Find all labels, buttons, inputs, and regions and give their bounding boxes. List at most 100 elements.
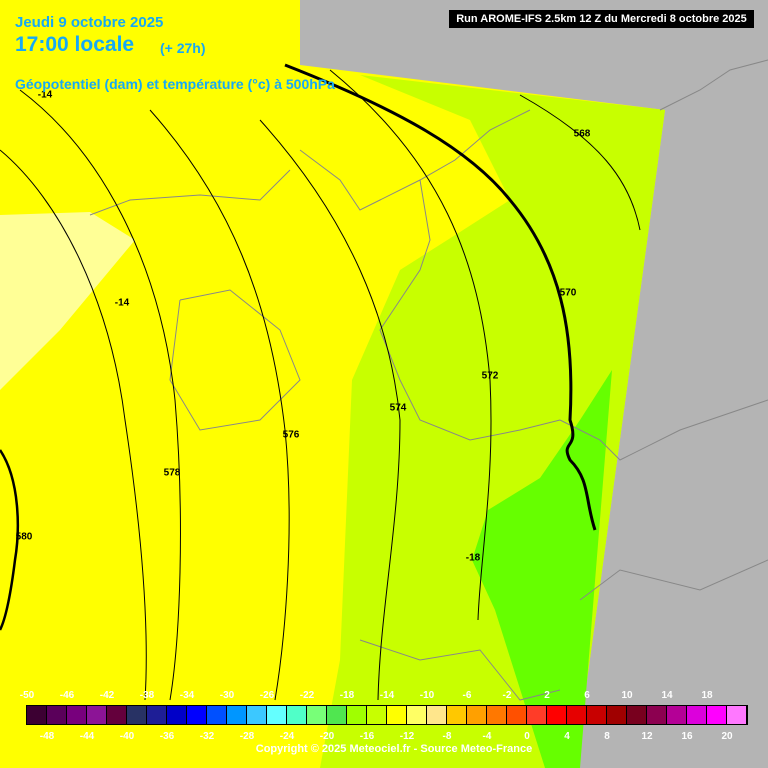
legend-top-label: 2 (544, 690, 550, 701)
color-swatch (447, 706, 466, 724)
contour-line (19, 89, 181, 701)
legend-bottom-label: 4 (564, 731, 570, 742)
border (359, 639, 561, 701)
color-swatch (567, 706, 586, 724)
legend-bottom-label: -24 (280, 731, 295, 742)
color-swatch (167, 706, 186, 724)
contour-label: 570 (560, 288, 577, 299)
contour-line (149, 109, 290, 701)
contour-label: -18 (466, 553, 481, 564)
color-swatch (267, 706, 286, 724)
color-swatch (427, 706, 446, 724)
time: 17:00 locale (15, 33, 135, 56)
color-swatch (367, 706, 386, 724)
border (659, 59, 768, 111)
legend-bottom-label: 16 (681, 731, 693, 742)
legend-top-label: -34 (180, 690, 195, 701)
color-swatch (207, 706, 226, 724)
legend-bottom-label: -36 (160, 731, 175, 742)
color-swatch (287, 706, 306, 724)
legend-bottom-label: -4 (483, 731, 492, 742)
border (299, 109, 531, 211)
legend-top-label: 18 (701, 690, 713, 701)
color-swatch (127, 706, 146, 724)
legend-top-label: -18 (340, 690, 355, 701)
contour-label: 568 (574, 129, 591, 140)
color-swatch (347, 706, 366, 724)
contours (0, 69, 641, 701)
legend-top-label: 6 (584, 690, 590, 701)
legend-bottom-label: 12 (641, 731, 653, 742)
color-swatch (647, 706, 666, 724)
legend-top-label: -42 (100, 690, 115, 701)
contour-line (329, 69, 492, 621)
color-swatch (507, 706, 526, 724)
color-swatch (107, 706, 126, 724)
legend-top-label: -38 (140, 690, 155, 701)
border (169, 289, 301, 431)
legend-top-label: -10 (420, 690, 435, 701)
legend-bottom-label: -28 (240, 731, 255, 742)
legend-bottom-label: -8 (443, 731, 452, 742)
color-swatch (47, 706, 66, 724)
legend-top-label: -30 (220, 690, 235, 701)
legend-top-label: -22 (300, 690, 315, 701)
contour-line (259, 119, 401, 701)
color-swatch (487, 706, 506, 724)
color-swatch (387, 706, 406, 724)
contour-labels: -14 -14 568 570 572 574 576 578 580 -18 (16, 90, 591, 564)
legend-bottom-label: 20 (721, 731, 733, 742)
color-swatch (307, 706, 326, 724)
copyright: Copyright © 2025 Meteociel.fr - Source M… (255, 743, 533, 755)
color-swatch (187, 706, 206, 724)
legend-top-label: -46 (60, 690, 75, 701)
color-swatch (227, 706, 246, 724)
contour-label: 576 (283, 430, 300, 441)
legend-top-label: -14 (380, 690, 395, 701)
subtitle: Géopotentiel (dam) et température (°c) à… (15, 76, 335, 92)
contour-label: 580 (16, 532, 33, 543)
contour-label: -14 (38, 90, 53, 101)
lead-time: (+ 27h) (160, 40, 206, 56)
legend-bottom-label: -44 (80, 731, 95, 742)
contour-line (519, 94, 641, 231)
border (579, 559, 768, 601)
color-swatch (727, 706, 746, 724)
color-swatch (87, 706, 106, 724)
color-swatch (627, 706, 646, 724)
legend-top-label: -2 (503, 690, 512, 701)
color-swatch (407, 706, 426, 724)
color-swatch (687, 706, 706, 724)
borders (89, 59, 768, 701)
contour-label: -14 (115, 298, 130, 309)
color-swatch (527, 706, 546, 724)
legend-bottom-label: -12 (400, 731, 415, 742)
legend-bottom-label: -32 (200, 731, 215, 742)
legend-bottom-label: -16 (360, 731, 375, 742)
legend-top-label: 14 (661, 690, 673, 701)
color-swatch (547, 706, 566, 724)
contour-line-thick (0, 449, 19, 631)
legend-bottom-label: 0 (524, 731, 530, 742)
temp-area-paleyellow (0, 212, 135, 390)
legend-top-label: 10 (621, 690, 633, 701)
color-swatch (707, 706, 726, 724)
color-swatch (327, 706, 346, 724)
color-swatch (587, 706, 606, 724)
contour-label: 578 (164, 468, 181, 479)
legend-bottom-label: -20 (320, 731, 335, 742)
date: Jeudi 9 octobre 2025 (15, 14, 164, 31)
legend-top-label: -50 (20, 690, 35, 701)
legend-bottom-label: -48 (40, 731, 55, 742)
legend-bottom-label: -40 (120, 731, 135, 742)
run-info: Run AROME-IFS 2.5km 12 Z du Mercredi 8 o… (449, 10, 754, 28)
legend-bottom-label: 8 (604, 731, 610, 742)
color-swatch (27, 706, 46, 724)
color-swatch (607, 706, 626, 724)
color-swatch (147, 706, 166, 724)
legend-top-label: -26 (260, 690, 275, 701)
border (379, 179, 561, 441)
border (559, 399, 768, 461)
contour-label: 572 (482, 371, 499, 382)
